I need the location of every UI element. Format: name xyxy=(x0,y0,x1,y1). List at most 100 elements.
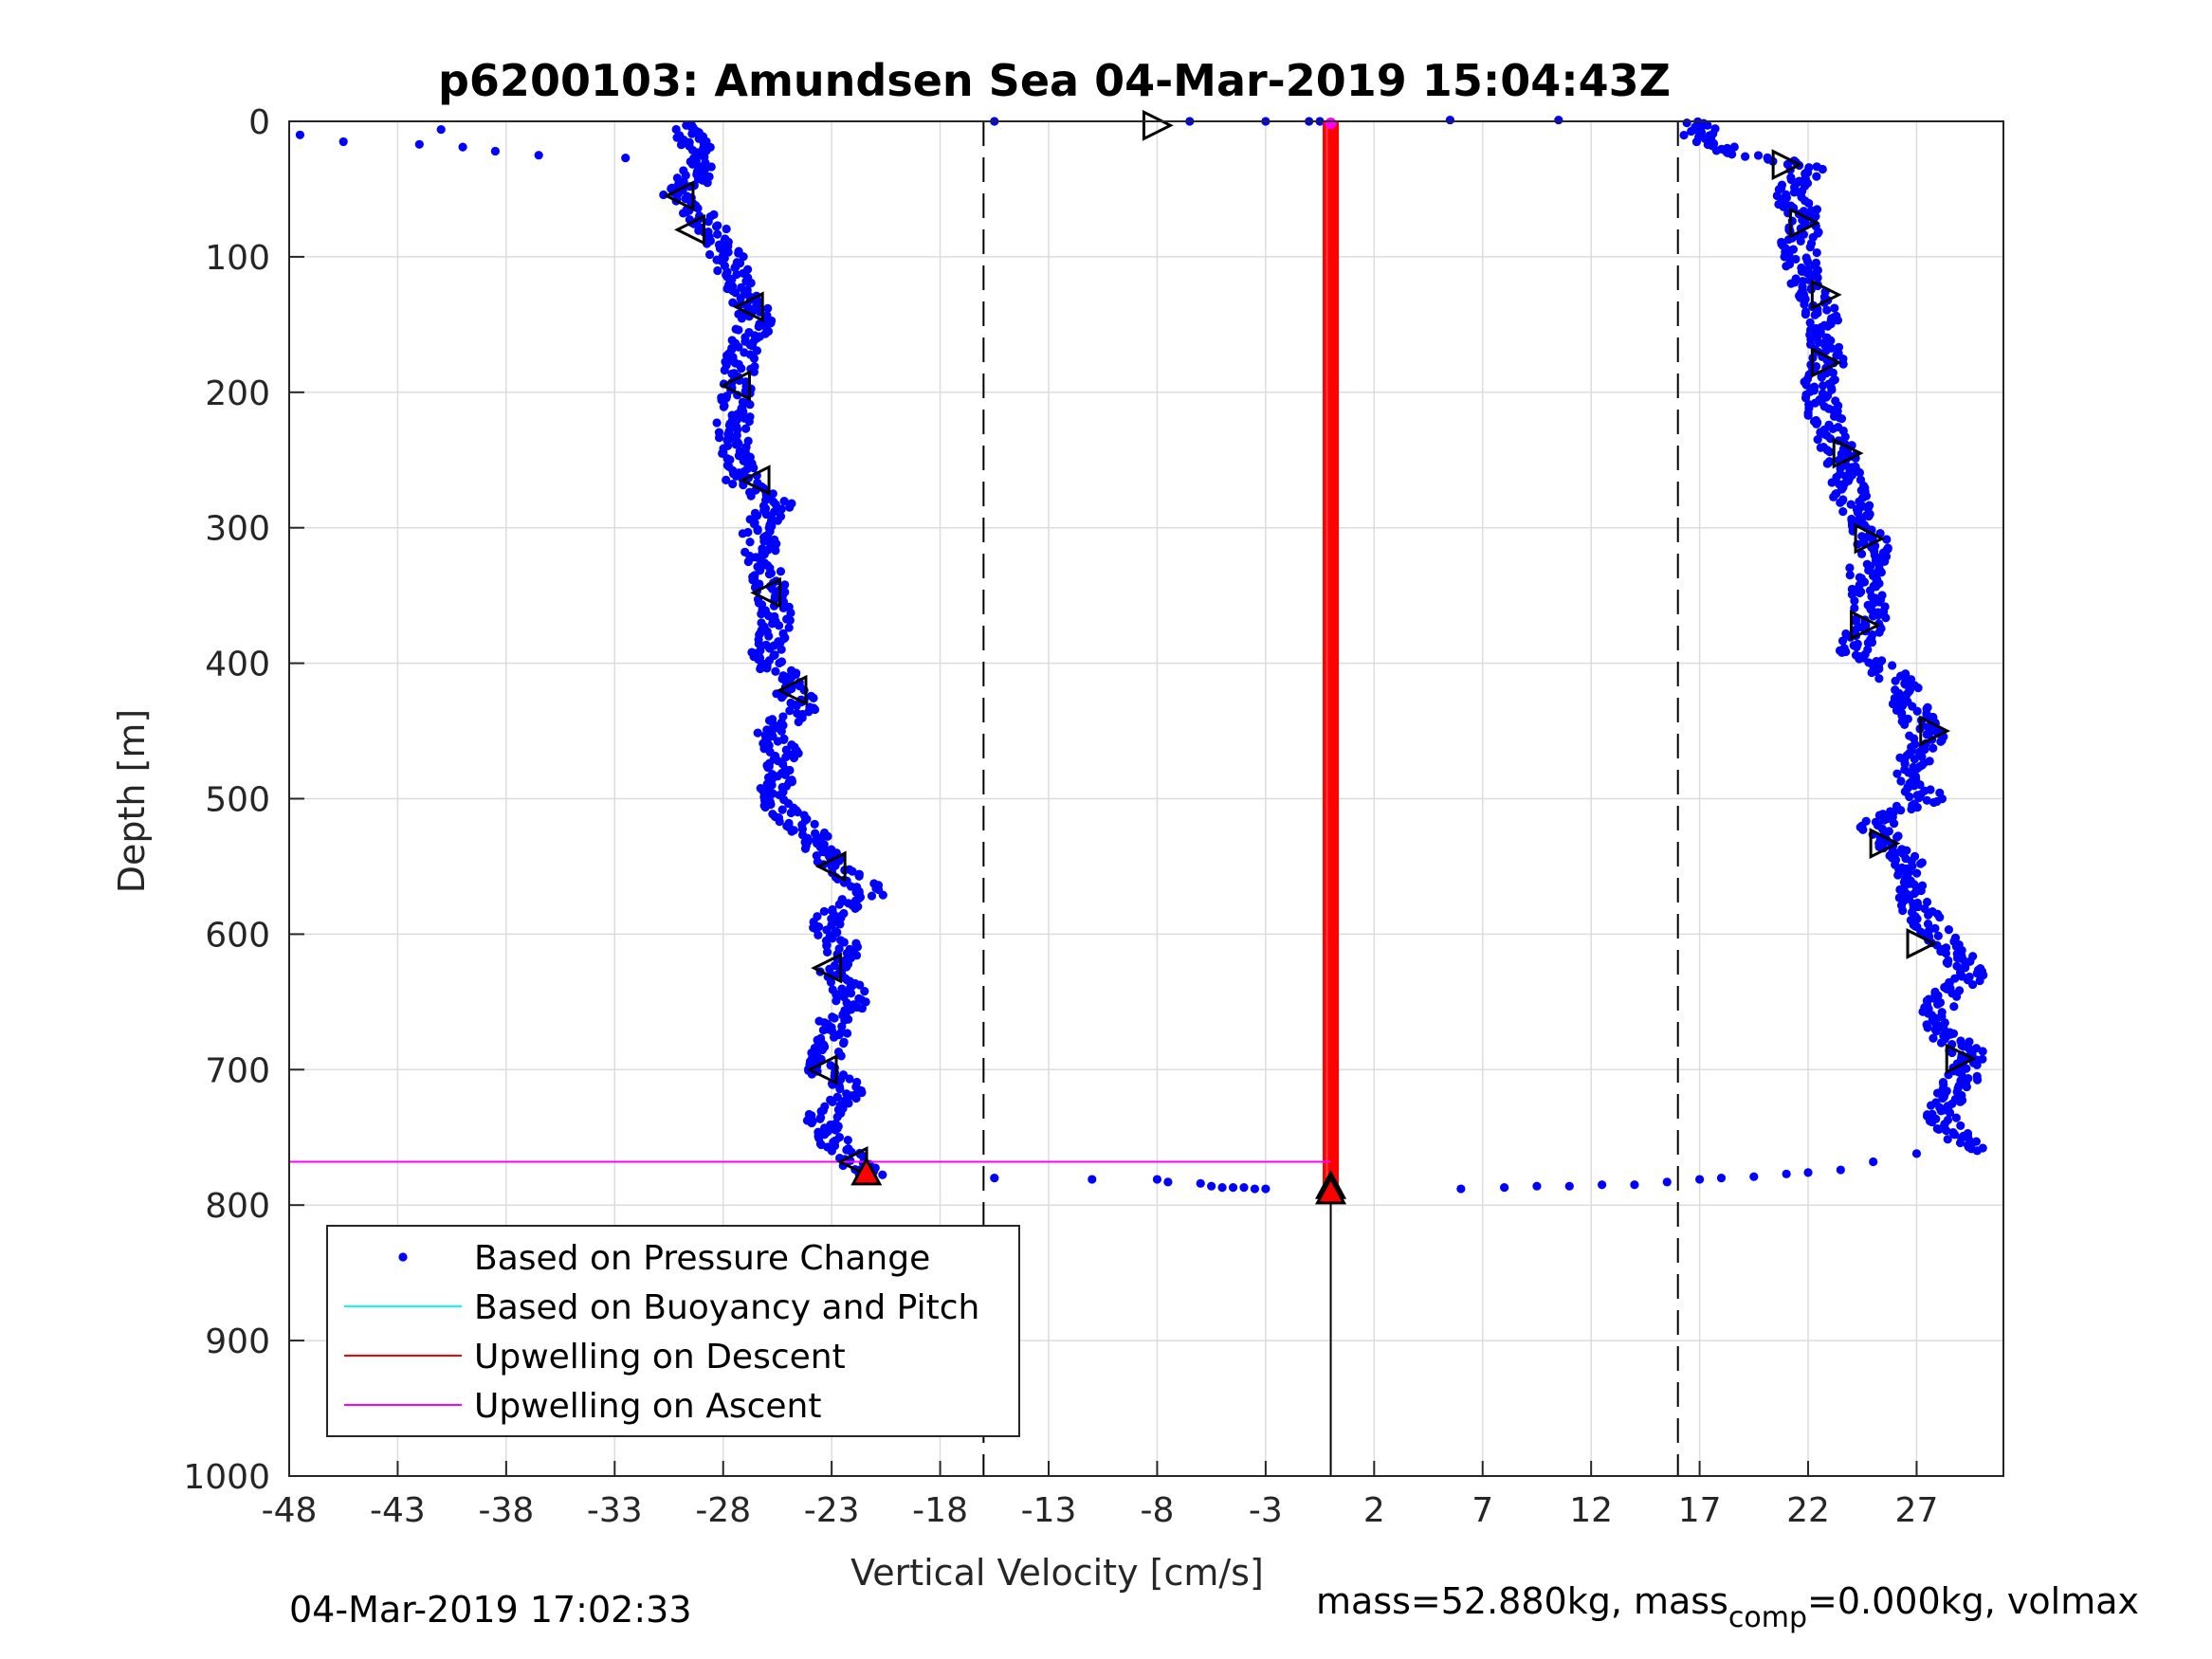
bottom-velocity-point xyxy=(1196,1178,1205,1188)
descent-velocity-point xyxy=(818,1026,829,1035)
descent-velocity-point xyxy=(811,829,820,838)
descent-marker-triangle xyxy=(720,370,751,402)
descent-velocity-point xyxy=(793,808,802,817)
descent-velocity-point xyxy=(693,204,703,213)
ascent-velocity-point xyxy=(1801,309,1810,319)
descent-velocity-point xyxy=(792,701,801,711)
descent-velocity-point xyxy=(778,597,789,607)
legend-dot-swatch xyxy=(398,1252,408,1262)
descent-velocity-point xyxy=(704,217,713,227)
ascent-marker-triangle xyxy=(1771,149,1803,181)
legend-entry-label: Based on Buoyancy and Pitch xyxy=(474,1288,979,1327)
descent-velocity-point xyxy=(854,871,864,881)
ascent-velocity-point xyxy=(1850,596,1859,606)
descent-velocity-point xyxy=(737,314,746,323)
ascent-velocity-point xyxy=(1888,661,1897,670)
x-axis-label: Vertical Velocity [cm/s] xyxy=(850,1552,1264,1594)
x-tick-label: 12 xyxy=(1569,1491,1613,1530)
descent-velocity-point xyxy=(676,140,686,150)
mass-subscript: comp xyxy=(1728,1601,1808,1634)
descent-velocity-point xyxy=(731,471,740,481)
descent-velocity-point xyxy=(703,178,712,188)
descent-velocity-point xyxy=(784,623,794,632)
ascent-velocity-point xyxy=(1812,419,1821,428)
ascent-velocity-point xyxy=(1944,925,1954,935)
descent-velocity-point xyxy=(732,415,741,425)
descent-velocity-point xyxy=(752,511,762,520)
descent-velocity-point xyxy=(763,303,773,313)
ascent-velocity-point xyxy=(1898,905,1908,916)
ascent-velocity-point xyxy=(1832,351,1841,360)
ascent-velocity-point xyxy=(1805,243,1815,252)
descent-velocity-point xyxy=(830,1013,839,1023)
descent-velocity-point xyxy=(713,229,722,239)
ascent-velocity-point xyxy=(1936,737,1946,746)
surface-marker xyxy=(1325,118,1337,129)
y-tick-label: 300 xyxy=(205,510,270,549)
descent-velocity-point xyxy=(722,475,731,484)
ascent-velocity-point xyxy=(1896,776,1906,786)
ascent-velocity-point xyxy=(1935,912,1945,922)
descent-velocity-point xyxy=(781,745,791,755)
bottom-velocity-point xyxy=(1456,1184,1466,1194)
x-tick-label: 2 xyxy=(1363,1491,1385,1530)
ascent-velocity-point xyxy=(1830,303,1839,313)
ascent-velocity-point xyxy=(1805,318,1815,327)
ascent-velocity-point xyxy=(1972,1060,1982,1070)
ascent-velocity-point xyxy=(1823,321,1833,331)
x-tick-label: -18 xyxy=(912,1491,968,1530)
ascent-velocity-point xyxy=(1812,247,1821,258)
descent-velocity-point xyxy=(845,1074,854,1084)
ascent-velocity-point xyxy=(1938,1093,1947,1103)
descent-velocity-point xyxy=(736,293,745,303)
descent-velocity-point xyxy=(779,497,789,506)
descent-velocity-point xyxy=(810,819,819,830)
ascent-velocity-point xyxy=(1907,804,1916,814)
bottom-velocity-point xyxy=(1217,1183,1227,1193)
descent-marker-triangle xyxy=(750,576,781,609)
descent-velocity-point xyxy=(728,479,738,489)
ascent-velocity-point xyxy=(1727,150,1737,159)
descent-velocity-point xyxy=(767,619,777,629)
ascent-velocity-point xyxy=(1682,118,1691,128)
descent-velocity-point xyxy=(789,753,799,763)
surface-velocity-point xyxy=(295,130,305,139)
descent-velocity-point xyxy=(759,537,769,546)
ascent-velocity-point xyxy=(1900,720,1910,730)
x-tick-label: -38 xyxy=(478,1491,534,1530)
ascent-velocity-point xyxy=(1833,316,1843,325)
x-tick-label: -28 xyxy=(695,1491,751,1530)
legend: Based on Pressure Change Based on Buoyanc… xyxy=(326,1225,1020,1437)
ascent-velocity-point xyxy=(1782,262,1791,271)
x-tick-label: -3 xyxy=(1249,1491,1283,1530)
descent-velocity-point xyxy=(753,526,762,536)
ascent-velocity-point xyxy=(1817,373,1826,382)
bottom-velocity-point xyxy=(1500,1183,1509,1193)
ascent-velocity-point xyxy=(1846,500,1856,509)
descent-velocity-point xyxy=(867,891,877,901)
descent-velocity-point xyxy=(752,346,762,356)
descent-velocity-point xyxy=(771,546,780,556)
ascent-velocity-point xyxy=(1867,667,1876,678)
ascent-marker-triangle xyxy=(1788,207,1820,239)
bottom-velocity-point xyxy=(1228,1183,1238,1193)
ascent-velocity-point xyxy=(1855,588,1865,598)
descent-velocity-point xyxy=(860,987,869,996)
ascent-velocity-point xyxy=(1836,498,1845,507)
descent-velocity-point xyxy=(851,1093,861,1103)
descent-velocity-point xyxy=(785,502,795,512)
ascent-velocity-point xyxy=(1856,549,1867,558)
descent-velocity-point xyxy=(809,693,818,703)
descent-velocity-point xyxy=(720,365,729,375)
ascent-velocity-point xyxy=(1965,1037,1974,1047)
y-tick-label: 400 xyxy=(205,646,270,684)
y-axis-label: Depth [m] xyxy=(111,709,153,894)
y-tick-label: 0 xyxy=(248,103,270,142)
ascent-velocity-point xyxy=(1874,628,1884,637)
descent-velocity-point xyxy=(857,1004,867,1013)
ascent-velocity-point xyxy=(1801,267,1811,278)
descent-velocity-point xyxy=(829,1032,839,1042)
ascent-velocity-point xyxy=(1837,647,1847,658)
ascent-velocity-point xyxy=(1834,342,1844,352)
